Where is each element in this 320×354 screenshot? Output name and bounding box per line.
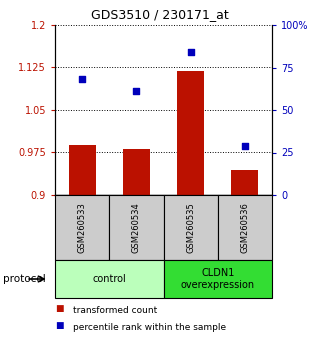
Text: GSM260535: GSM260535 xyxy=(186,202,195,253)
Text: protocol: protocol xyxy=(3,274,46,284)
Bar xyxy=(123,149,150,195)
Text: GSM260534: GSM260534 xyxy=(132,202,141,253)
Text: percentile rank within the sample: percentile rank within the sample xyxy=(73,322,226,332)
Point xyxy=(134,88,139,94)
Point xyxy=(242,143,247,149)
Bar xyxy=(68,145,96,195)
Text: ■: ■ xyxy=(55,304,63,313)
Text: GSM260536: GSM260536 xyxy=(240,202,249,253)
Point xyxy=(80,76,85,82)
Text: control: control xyxy=(92,274,126,284)
Text: transformed count: transformed count xyxy=(73,306,157,315)
Text: GDS3510 / 230171_at: GDS3510 / 230171_at xyxy=(91,8,229,22)
Text: GSM260533: GSM260533 xyxy=(78,202,87,253)
Bar xyxy=(231,170,259,195)
Text: CLDN1
overexpression: CLDN1 overexpression xyxy=(181,268,255,290)
Bar xyxy=(177,72,204,195)
Point xyxy=(188,49,193,55)
Text: ■: ■ xyxy=(55,321,63,330)
